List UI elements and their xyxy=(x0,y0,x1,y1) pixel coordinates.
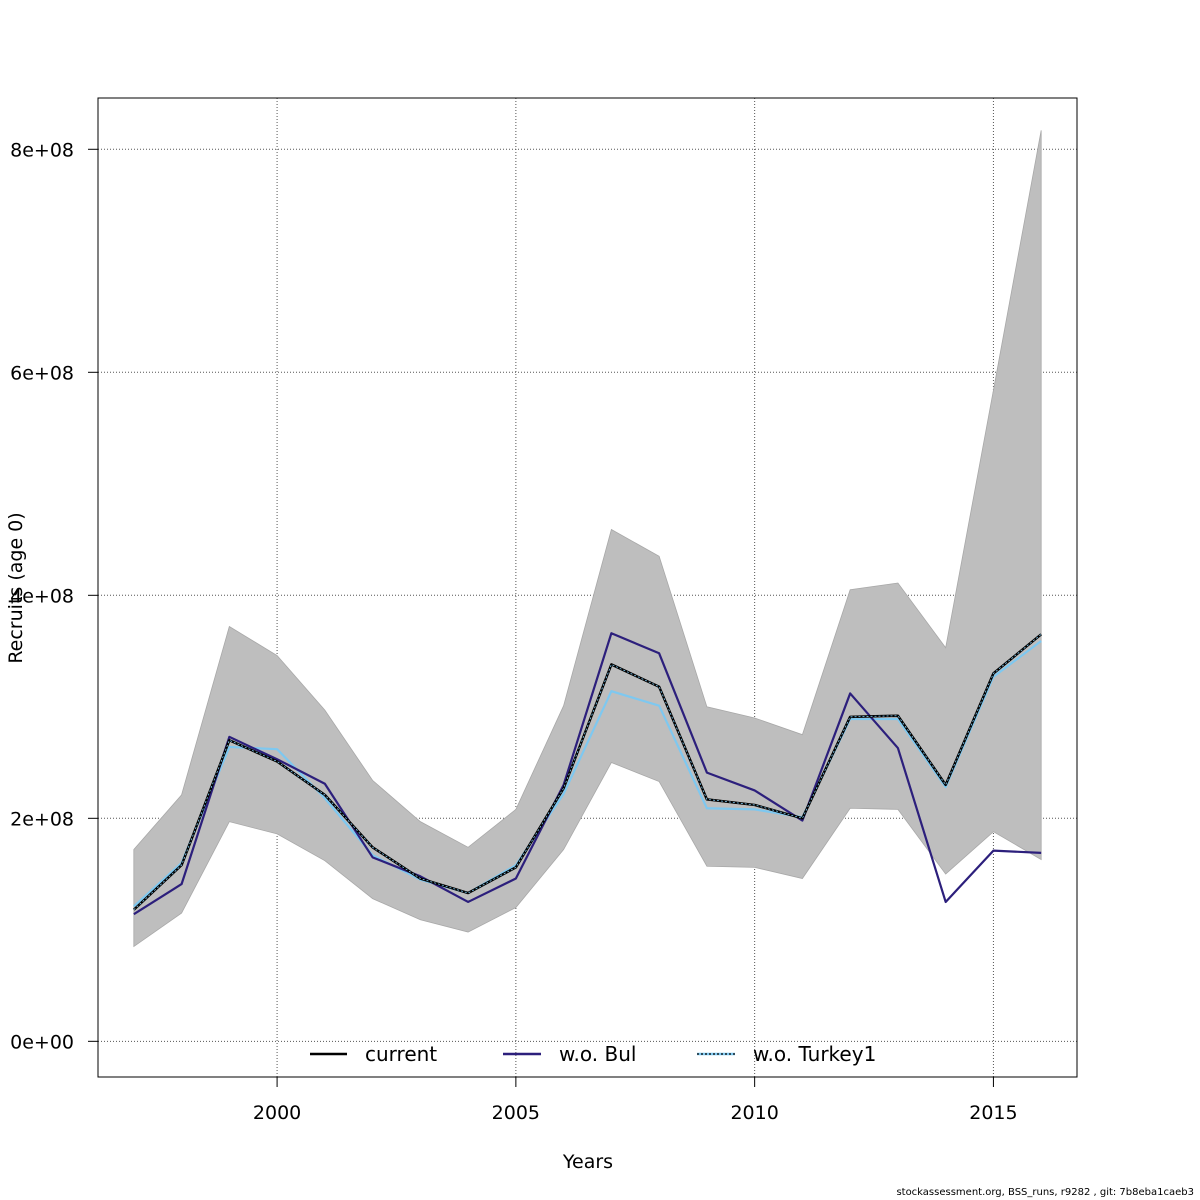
series-layer xyxy=(132,632,1042,916)
series-line-current-overlay xyxy=(133,634,1042,911)
footer-text: stockassessment.org, BSS_runs, r9282 , g… xyxy=(896,1187,1194,1198)
legend-label-wo-bul: w.o. Bul xyxy=(559,1042,636,1066)
x-tick-label-2005: 2005 xyxy=(492,1102,540,1124)
x-tick-label-2010: 2010 xyxy=(730,1102,778,1124)
y-tick-label-0e+00: 0e+00 xyxy=(10,1031,74,1053)
series-line-w-o-bul xyxy=(133,632,1042,916)
grid-layer xyxy=(98,98,1077,1077)
axis-layer: 2000 2005 2010 2015 0e+00 2e+08 4e+08 6e+08 8e+0… xyxy=(10,139,1017,1124)
legend-label-wo-turkey1: w.o. Turkey1 xyxy=(753,1042,876,1066)
confidence-band-layer xyxy=(133,130,1042,948)
x-tick-label-2015: 2015 xyxy=(969,1102,1017,1124)
y-tick-label-6e+08: 6e+08 xyxy=(10,362,74,384)
legend-label-current: current xyxy=(365,1042,437,1066)
y-tick-label-8e+08: 8e+08 xyxy=(10,139,74,161)
confidence-band xyxy=(133,130,1042,948)
y-tick-label-4e+08: 4e+08 xyxy=(10,585,74,607)
y-axis-title: Recruits (age 0) xyxy=(5,512,27,663)
x-tick-label-2000: 2000 xyxy=(253,1102,301,1124)
legend: current w.o. Bul w.o. Turkey1 xyxy=(310,1042,876,1066)
x-axis-title: Years xyxy=(562,1151,613,1173)
y-tick-label-2e+08: 2e+08 xyxy=(10,808,74,830)
series-line-w-o-turkey1 xyxy=(133,640,1042,908)
plot-frame xyxy=(97,97,1078,1078)
